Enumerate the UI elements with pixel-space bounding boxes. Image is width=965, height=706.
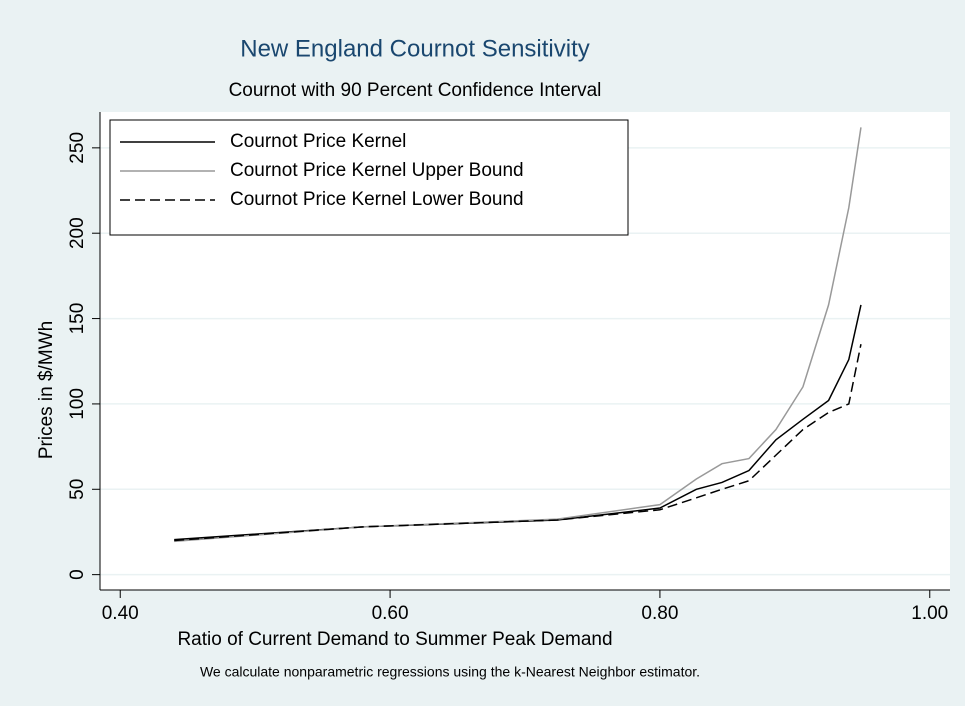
chart-title: New England Cournot Sensitivity xyxy=(240,35,590,62)
line-series xyxy=(174,344,862,542)
legend-label: Cournot Price Kernel Lower Bound xyxy=(230,189,524,210)
y-tick-label: 200 xyxy=(67,217,88,249)
y-axis-title: Prices in $/MWh xyxy=(36,321,57,459)
y-tick-label: 250 xyxy=(67,132,88,164)
x-axis-title: Ratio of Current Demand to Summer Peak D… xyxy=(177,629,612,650)
x-tick-label: 0.80 xyxy=(641,603,678,624)
y-tick-label: 150 xyxy=(67,303,88,335)
legend-box xyxy=(109,119,629,236)
legend-label: Cournot Price Kernel xyxy=(230,131,406,152)
y-tick-label: 0 xyxy=(67,569,88,580)
legend-label: Cournot Price Kernel Upper Bound xyxy=(230,160,524,181)
x-tick-label: 0.60 xyxy=(372,603,409,624)
x-tick-label: 0.40 xyxy=(102,603,139,624)
x-tick-label: 1.00 xyxy=(911,603,948,624)
y-tick-label: 50 xyxy=(67,479,88,500)
chart-subtitle: Cournot with 90 Percent Confidence Inter… xyxy=(229,80,602,101)
y-tick-label: 100 xyxy=(67,388,88,420)
note: We calculate nonparametric regressions u… xyxy=(200,664,700,680)
